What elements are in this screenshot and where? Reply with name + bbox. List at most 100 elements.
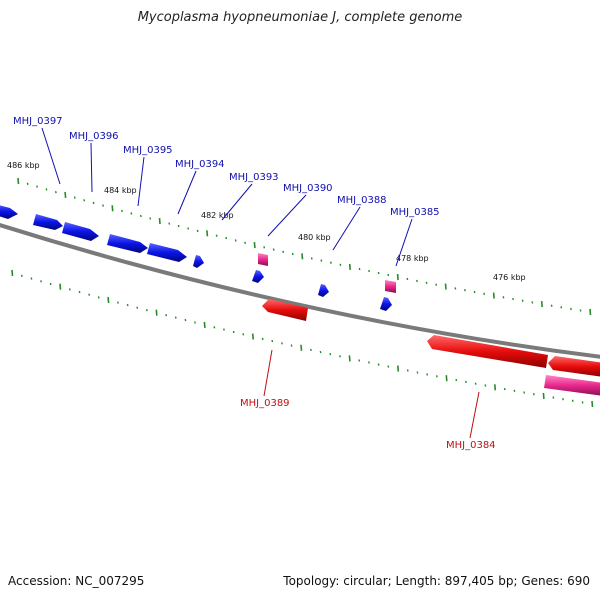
- gene-label-mhj-0384[interactable]: MHJ_0384: [446, 440, 496, 451]
- gene-arrow[interactable]: [62, 222, 99, 241]
- minor-tick: [483, 292, 486, 295]
- minor-tick: [121, 209, 123, 213]
- minor-tick: [416, 371, 419, 374]
- major-tick: [11, 269, 14, 277]
- genome-summary-text: Topology: circular; Length: 897,405 bp; …: [283, 574, 590, 588]
- scale-label-484: 484 kbp: [104, 186, 137, 195]
- minor-tick: [455, 378, 458, 382]
- minor-tick: [213, 326, 216, 329]
- gene-label-mhj-0388[interactable]: MHJ_0388: [337, 195, 387, 206]
- minor-tick: [54, 191, 57, 194]
- minor-tick: [281, 342, 283, 345]
- minor-tick: [368, 361, 370, 364]
- gene-label-mhj-0396[interactable]: MHJ_0396: [69, 131, 119, 142]
- major-tick: [253, 242, 256, 249]
- gene-label-mhj-0385[interactable]: MHJ_0385: [390, 207, 440, 218]
- minor-tick: [406, 277, 409, 281]
- minor-tick: [232, 330, 235, 334]
- major-tick: [300, 344, 303, 351]
- minor-tick: [92, 201, 95, 205]
- minor-tick: [126, 303, 129, 307]
- rna-genes: [258, 253, 600, 396]
- minor-tick: [263, 246, 266, 249]
- gene-arrow[interactable]: [262, 299, 308, 321]
- rna-gene[interactable]: [258, 253, 268, 266]
- gene-arrow[interactable]: [318, 284, 329, 297]
- minor-tick: [242, 333, 245, 336]
- minor-tick: [368, 269, 370, 273]
- minor-tick: [139, 214, 142, 218]
- major-tick: [492, 292, 495, 299]
- gene-arrow[interactable]: [33, 214, 63, 230]
- forward-gene-labels: MHJ_0397 MHJ_0396 MHJ_0395 MHJ_0394 MHJ_…: [13, 116, 440, 267]
- gene-arrow[interactable]: [548, 356, 600, 377]
- gene-arrow[interactable]: [380, 297, 392, 311]
- outer-tick-row: [17, 177, 592, 316]
- major-tick: [445, 375, 448, 382]
- minor-tick: [177, 224, 180, 228]
- minor-tick: [225, 236, 228, 240]
- minor-tick: [215, 234, 218, 237]
- gene-label-mhj-0395[interactable]: MHJ_0395: [123, 145, 173, 156]
- minor-tick: [426, 373, 429, 376]
- gene-arrow[interactable]: [252, 270, 264, 283]
- minor-tick: [532, 393, 535, 396]
- major-tick: [348, 355, 351, 362]
- minor-tick: [68, 288, 71, 291]
- minor-tick: [329, 353, 332, 356]
- rna-gene[interactable]: [385, 280, 396, 293]
- major-tick: [301, 253, 304, 260]
- minor-tick: [503, 387, 506, 391]
- minor-tick: [474, 382, 477, 385]
- minor-tick: [502, 296, 505, 299]
- minor-tick: [88, 293, 91, 296]
- gene-arrow[interactable]: [147, 243, 187, 262]
- minor-tick: [358, 359, 361, 362]
- genome-backbone: [0, 223, 600, 359]
- minor-tick: [513, 389, 516, 392]
- minor-tick: [329, 261, 332, 264]
- minor-tick: [73, 196, 76, 199]
- minor-tick: [571, 399, 574, 402]
- gene-arrow[interactable]: [427, 335, 548, 368]
- gene-label-mhj-0397[interactable]: MHJ_0397: [13, 116, 63, 127]
- minor-tick: [244, 241, 247, 244]
- major-tick: [494, 384, 497, 391]
- minor-tick: [425, 281, 428, 284]
- minor-tick: [550, 304, 553, 307]
- minor-tick: [49, 282, 52, 286]
- minor-tick: [102, 204, 104, 207]
- major-tick: [111, 205, 114, 212]
- gene-label-mhj-0389[interactable]: MHJ_0389: [240, 398, 290, 409]
- gene-label-mhj-0393[interactable]: MHJ_0393: [229, 172, 279, 183]
- minor-tick: [234, 239, 237, 242]
- minor-tick: [560, 306, 563, 309]
- rna-gene[interactable]: [544, 375, 600, 396]
- gene-label-mhj-0390[interactable]: MHJ_0390: [283, 183, 333, 194]
- minor-tick: [117, 301, 119, 304]
- minor-tick: [454, 287, 457, 290]
- minor-tick: [416, 279, 418, 283]
- minor-tick: [187, 227, 190, 230]
- minor-tick: [310, 257, 313, 260]
- minor-tick: [165, 314, 168, 317]
- minor-tick: [26, 182, 29, 185]
- minor-tick: [473, 290, 476, 294]
- minor-tick: [339, 263, 342, 266]
- major-tick: [59, 283, 62, 290]
- scale-label-480: 480 kbp: [298, 233, 331, 242]
- major-tick: [591, 400, 594, 408]
- major-tick: [444, 283, 447, 290]
- minor-tick: [271, 339, 274, 343]
- minor-tick: [512, 297, 514, 301]
- gene-arrow[interactable]: [107, 234, 148, 253]
- gene-arrow[interactable]: [0, 204, 18, 219]
- minor-tick: [523, 391, 526, 394]
- map-title: Mycoplasma hyopneumoniae J, complete gen…: [137, 10, 463, 25]
- gene-arrow[interactable]: [193, 255, 204, 268]
- gene-label-mhj-0394[interactable]: MHJ_0394: [175, 159, 225, 170]
- scale-label-478: 478 kbp: [396, 254, 429, 263]
- minor-tick: [581, 401, 584, 404]
- major-tick: [155, 309, 158, 316]
